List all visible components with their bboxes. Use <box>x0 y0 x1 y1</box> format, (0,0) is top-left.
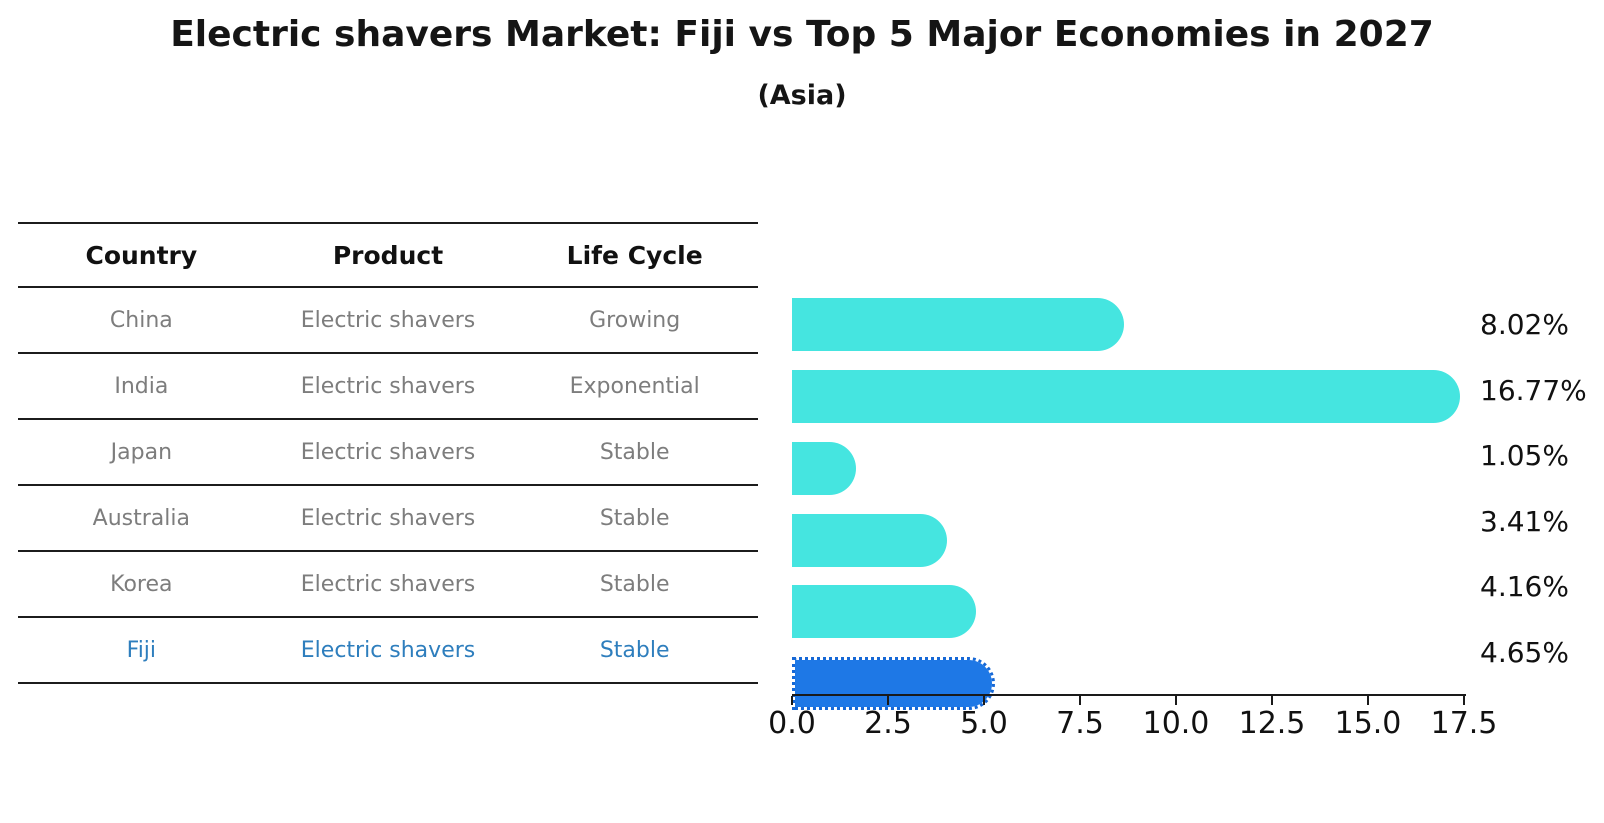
x-tick-label: 5.0 <box>960 706 1008 741</box>
cell-product: Electric shavers <box>300 505 476 531</box>
x-axis-tick <box>1463 696 1465 705</box>
bar-australia <box>792 513 947 567</box>
col-header-country: Country <box>85 240 198 270</box>
x-tick-label: 17.5 <box>1430 706 1498 741</box>
value-label-column: 8.02% 16.77% 1.05% 3.41% 4.16% 4.65% <box>1480 292 1604 685</box>
cell-country: Fiji <box>126 637 157 663</box>
bar-row-fiji <box>792 657 1464 723</box>
chart-subtitle: (Asia) <box>757 80 847 111</box>
x-axis-tick <box>1175 696 1177 705</box>
chart-title: Electric shavers Market: Fiji vs Top 5 M… <box>170 14 1434 55</box>
bar-india <box>792 370 1460 423</box>
bar-row-korea <box>792 585 1464 651</box>
cell-country: China <box>109 307 173 333</box>
cell-life-cycle: Stable <box>599 637 670 663</box>
cell-product: Electric shavers <box>300 571 476 597</box>
value-label-india: 16.77% <box>1480 373 1587 407</box>
col-header-product: Product <box>332 240 444 270</box>
x-axis-tick <box>887 696 889 705</box>
cell-product: Electric shavers <box>300 637 476 663</box>
bar-korea <box>792 585 976 639</box>
value-label-china: 8.02% <box>1480 308 1569 342</box>
cell-country: Australia <box>92 505 190 531</box>
country-table: Country Product Life Cycle China Electri… <box>18 222 758 684</box>
x-tick-label: 12.5 <box>1238 706 1306 741</box>
value-label-korea: 4.16% <box>1480 570 1569 604</box>
cell-life-cycle: Growing <box>589 307 681 333</box>
x-tick-label: 7.5 <box>1056 706 1104 741</box>
bar-fiji <box>792 657 995 710</box>
bar-row-china <box>792 298 1464 364</box>
x-axis-tick <box>1079 696 1081 705</box>
col-header-life-cycle: Life Cycle <box>566 240 703 270</box>
cell-life-cycle: Exponential <box>569 373 700 399</box>
cell-life-cycle: Stable <box>599 505 670 531</box>
table-header-row: Country Product Life Cycle <box>18 222 758 288</box>
table-row-china: China Electric shavers Growing <box>18 288 758 354</box>
x-axis-line <box>792 694 1466 696</box>
x-tick-label: 2.5 <box>864 706 912 741</box>
x-axis-tick <box>791 696 793 705</box>
cell-life-cycle: Stable <box>599 571 670 597</box>
x-tick-label: 10.0 <box>1142 706 1210 741</box>
x-tick-label: 0.0 <box>768 706 816 741</box>
table-row-india: India Electric shavers Exponential <box>18 354 758 420</box>
table-row-japan: Japan Electric shavers Stable <box>18 420 758 486</box>
x-axis-tick <box>983 696 985 705</box>
cell-country: Japan <box>110 439 173 465</box>
x-axis-tick <box>1367 696 1369 705</box>
bar-japan <box>792 441 856 495</box>
bar-row-india <box>792 370 1464 436</box>
value-label-fiji: 4.65% <box>1480 635 1569 669</box>
value-label-australia: 3.41% <box>1480 504 1569 538</box>
table-row-korea: Korea Electric shavers Stable <box>18 552 758 618</box>
cell-life-cycle: Stable <box>599 439 670 465</box>
bar-row-australia <box>792 513 1464 580</box>
x-tick-label: 15.0 <box>1334 706 1402 741</box>
bar-plot-area <box>792 292 1464 710</box>
bar-china <box>792 298 1124 352</box>
bar-row-japan <box>792 441 1464 508</box>
cell-product: Electric shavers <box>300 439 476 465</box>
table-row-australia: Australia Electric shavers Stable <box>18 486 758 552</box>
cell-country: India <box>114 373 169 399</box>
cell-product: Electric shavers <box>300 307 476 333</box>
x-axis-tick <box>1271 696 1273 705</box>
cell-country: Korea <box>110 571 173 597</box>
table-row-fiji: Fiji Electric shavers Stable <box>18 618 758 684</box>
value-label-japan: 1.05% <box>1480 439 1569 473</box>
cell-product: Electric shavers <box>300 373 476 399</box>
